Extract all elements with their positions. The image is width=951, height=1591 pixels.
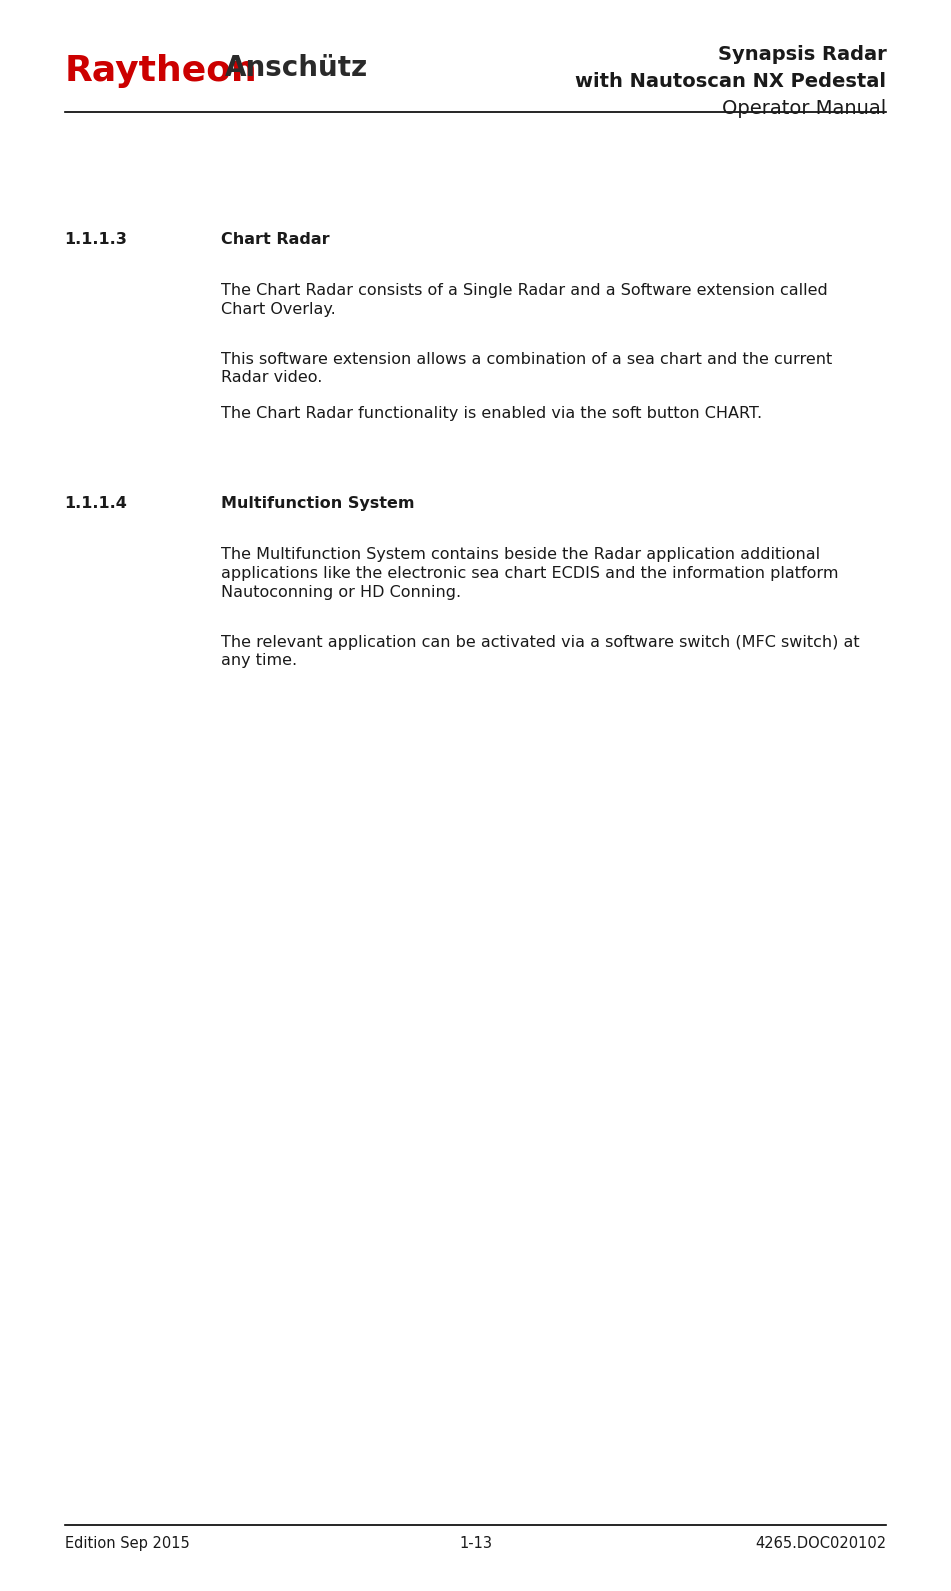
Text: 1.1.1.4: 1.1.1.4 xyxy=(65,496,127,511)
Text: The Chart Radar functionality is enabled via the soft button CHART.: The Chart Radar functionality is enabled… xyxy=(221,406,762,420)
Text: Multifunction System: Multifunction System xyxy=(221,496,414,511)
Text: This software extension allows a combination of a sea chart and the current
Rada: This software extension allows a combina… xyxy=(221,352,832,385)
Text: Synapsis Radar: Synapsis Radar xyxy=(718,45,886,64)
Text: Operator Manual: Operator Manual xyxy=(722,99,886,118)
Text: 1-13: 1-13 xyxy=(459,1537,492,1551)
Text: Anschütz: Anschütz xyxy=(224,54,368,83)
Text: 4265.DOC020102: 4265.DOC020102 xyxy=(755,1537,886,1551)
Text: The Multifunction System contains beside the Radar application additional
applic: The Multifunction System contains beside… xyxy=(221,547,838,600)
Text: The Chart Radar consists of a Single Radar and a Software extension called
Chart: The Chart Radar consists of a Single Rad… xyxy=(221,283,827,317)
Text: Edition Sep 2015: Edition Sep 2015 xyxy=(65,1537,189,1551)
Text: Chart Radar: Chart Radar xyxy=(221,232,329,247)
Text: 1.1.1.3: 1.1.1.3 xyxy=(65,232,127,247)
Text: Raytheon: Raytheon xyxy=(65,54,258,88)
Text: The relevant application can be activated via a software switch (MFC switch) at
: The relevant application can be activate… xyxy=(221,635,860,668)
Text: with Nautoscan NX Pedestal: with Nautoscan NX Pedestal xyxy=(575,72,886,91)
